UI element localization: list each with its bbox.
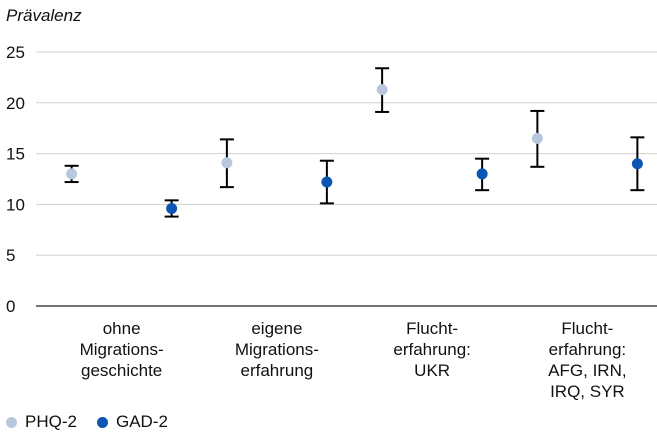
data-point-phq2: [376, 84, 388, 96]
y-axis-title: Prävalenz: [6, 6, 82, 25]
data-point-gad2: [321, 176, 333, 188]
x-category-label-line: erfahrung: [240, 361, 313, 380]
x-category-label-line: erfahrung:: [393, 340, 471, 359]
legend-item-phq2: PHQ-2: [6, 412, 77, 432]
y-tick-label: 20: [6, 94, 25, 113]
x-category-label-line: UKR: [414, 361, 450, 380]
x-category-label-line: Migrations-: [80, 340, 164, 359]
data-point-gad2: [476, 168, 488, 180]
data-point-phq2: [221, 157, 233, 169]
legend-label-gad2: GAD-2: [115, 412, 168, 431]
y-tick-label: 5: [6, 246, 15, 265]
x-category-label-line: Flucht-: [406, 319, 458, 338]
x-category-label-line: ohne: [103, 319, 141, 338]
legend-label-phq2: PHQ-2: [25, 412, 77, 431]
legend-marker-gad2: [96, 416, 108, 428]
legend-marker-phq2: [6, 416, 17, 428]
x-category-label: eigene Migrations-erfahrung: [235, 319, 319, 380]
x-category-label-line: IRQ, SYR: [550, 382, 625, 401]
x-category-label: Flucht-erfahrung: UKR: [393, 319, 471, 380]
data-point-phq2: [66, 168, 78, 180]
data-point-gad2: [631, 158, 643, 170]
legend: PHQ-2 GAD-2: [6, 412, 168, 432]
x-category-label-line: Migrations-: [235, 340, 319, 359]
data-point-phq2: [531, 132, 543, 144]
y-tick-label: 15: [6, 145, 25, 164]
y-tick-label: 10: [6, 195, 25, 214]
x-category-label-line: geschichte: [81, 361, 162, 380]
legend-item-gad2: GAD-2: [96, 412, 168, 432]
x-category-label-line: AFG, IRN,: [548, 361, 626, 380]
x-category-label: ohne Migrations-geschichte: [80, 319, 164, 380]
x-category-label-line: Flucht-: [561, 319, 613, 338]
x-category-label-line: eigene: [251, 319, 302, 338]
y-tick-label: 0: [6, 297, 15, 316]
x-category-label-line: erfahrung:: [549, 340, 627, 359]
x-category-label: Flucht-erfahrung: AFG, IRN, IRQ, SYR: [548, 319, 626, 401]
y-tick-label: 25: [6, 43, 25, 62]
data-point-gad2: [166, 202, 178, 214]
